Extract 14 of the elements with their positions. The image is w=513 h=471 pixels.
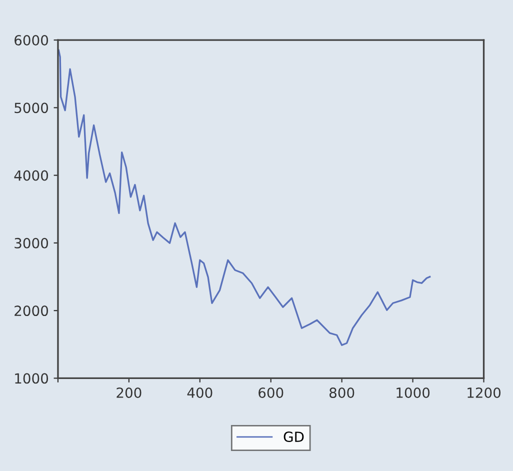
line-series <box>58 49 431 346</box>
y-tick-label: 1000 <box>15 373 48 384</box>
y-tick-label: 5000 <box>14 102 48 114</box>
legend-label: GD <box>284 432 304 442</box>
y-tick-label: 3000 <box>14 238 48 248</box>
x-tick-label: 1000 <box>396 387 430 398</box>
y-tick-label: 2000 <box>14 306 48 316</box>
x-tick-label: 200 <box>116 387 142 398</box>
x-tick-label: 400 <box>187 387 212 398</box>
x-tick-label: 600 <box>258 387 284 398</box>
x-tick-label: 800 <box>330 387 354 398</box>
y-tick-label: 4000 <box>14 170 48 181</box>
y-tick-label: 6000 <box>14 35 48 46</box>
x-tick-label: 1200 <box>468 387 501 398</box>
